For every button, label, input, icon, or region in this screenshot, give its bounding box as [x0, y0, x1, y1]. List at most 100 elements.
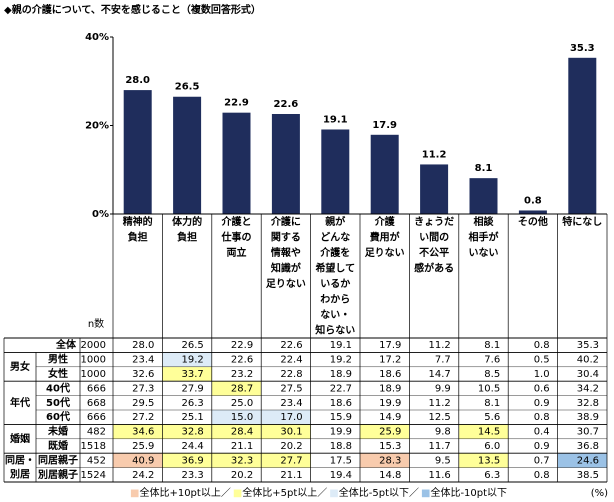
row-label: 50代 — [46, 396, 70, 409]
cell: 18.9 — [330, 369, 352, 380]
cell: 30.7 — [577, 427, 599, 438]
cell: 27.5 — [280, 383, 302, 394]
bar — [469, 178, 498, 214]
cell: 19.2 — [182, 355, 204, 366]
highlight-cell — [458, 424, 509, 439]
bar — [173, 96, 202, 214]
category-label: 体力的負担 — [172, 215, 202, 244]
cell: 24.4 — [182, 441, 204, 452]
highlight-cell — [162, 424, 212, 439]
cell: 30.1 — [280, 427, 302, 438]
chart-title: ◆親の介護について、不安を感じること（複数回答形式） — [4, 3, 261, 16]
n-value: 668 — [87, 398, 106, 409]
highlight-cell — [211, 424, 262, 439]
cell: 28.4 — [231, 427, 253, 438]
cell: 17.9 — [379, 340, 401, 351]
cell: 7.7 — [435, 355, 451, 366]
category-label: 特になし — [562, 215, 602, 228]
cell: 7.6 — [484, 355, 500, 366]
cell: 15.0 — [231, 412, 253, 423]
cell: 28.3 — [379, 455, 401, 466]
highlight-cell — [162, 366, 212, 382]
cell: 38.5 — [577, 470, 599, 481]
cell: 17.2 — [379, 355, 401, 366]
bar — [568, 57, 597, 214]
row-label: 60代 — [46, 410, 70, 423]
row-label: 既婚 — [48, 439, 68, 452]
bar — [271, 113, 300, 214]
cell: 22.8 — [280, 369, 302, 380]
cell: 23.4 — [132, 355, 154, 366]
cell: 0.5 — [534, 355, 550, 366]
cell: 40.9 — [132, 455, 154, 466]
highlight-cell — [360, 424, 410, 439]
cell: 19.9 — [330, 427, 352, 438]
row-label: 男性 — [48, 353, 68, 366]
cell: 1.0 — [534, 369, 550, 380]
value-label: 17.9 — [372, 120, 397, 131]
cell: 22.6 — [231, 355, 253, 366]
cell: 6.0 — [484, 441, 500, 452]
cell: 35.3 — [577, 340, 599, 351]
category-label: 親がどんな介護を希望しているかわからない・知らない — [314, 215, 355, 337]
n-header: n数 — [88, 317, 104, 330]
cell: 33.7 — [182, 369, 204, 380]
cell: 11.2 — [429, 398, 451, 409]
cell: 15.9 — [330, 412, 352, 423]
cell: 32.8 — [577, 398, 599, 409]
value-label: 26.5 — [175, 82, 200, 93]
cell: 19.9 — [379, 398, 401, 409]
highlight-cell — [261, 410, 311, 425]
group-label: 男女 — [10, 360, 30, 373]
cell: 17.5 — [330, 455, 352, 466]
cell: 27.9 — [182, 383, 204, 394]
highlight-cell — [261, 453, 311, 468]
value-label: 0.8 — [524, 195, 542, 206]
y-tick-label: 20% — [85, 121, 109, 132]
cell: 14.9 — [379, 412, 401, 423]
highlight-cell — [162, 453, 212, 468]
cell: 25.9 — [379, 427, 401, 438]
cell: 32.8 — [182, 427, 204, 438]
row-label: 別居親子 — [37, 468, 78, 481]
bar — [370, 134, 399, 214]
value-label: 8.1 — [475, 163, 493, 174]
legend-label: ■全体比+10pt以上／ — [130, 486, 231, 499]
category-label: 介護と仕事の両立 — [221, 215, 252, 259]
row-label: 未婚 — [47, 425, 68, 438]
y-tick-label: 0% — [92, 209, 109, 220]
cell: 0.9 — [534, 441, 550, 452]
cell: 0.8 — [534, 470, 550, 481]
cell: 13.5 — [478, 455, 500, 466]
value-label: 35.3 — [570, 43, 595, 54]
cell: 23.4 — [280, 398, 302, 409]
cell: 17.0 — [280, 412, 302, 423]
highlight-cell — [162, 352, 212, 367]
cell: 18.6 — [379, 369, 401, 380]
row-label: 40代 — [46, 381, 70, 394]
cell: 18.6 — [330, 398, 352, 409]
highlight-cell — [211, 381, 262, 396]
n-value: 1524 — [81, 470, 106, 481]
cell: 32.3 — [231, 455, 253, 466]
group-label: 婚姻 — [10, 432, 30, 445]
cell: 27.3 — [132, 383, 154, 394]
cell: 36.8 — [577, 441, 599, 452]
cell: 40.2 — [577, 355, 599, 366]
cell: 12.5 — [429, 412, 451, 423]
y-tick-label: 40% — [85, 32, 109, 43]
cell: 32.6 — [132, 369, 154, 380]
n-value: 1000 — [81, 369, 106, 380]
cell: 26.3 — [182, 398, 204, 409]
bar — [123, 90, 152, 214]
cell: 19.2 — [330, 355, 352, 366]
cell: 8.1 — [484, 340, 500, 351]
cell: 0.8 — [534, 412, 550, 423]
legend-label: ■全体比-10pt以下 — [421, 486, 507, 499]
cell: 22.4 — [280, 355, 302, 366]
cell: 26.5 — [182, 340, 204, 351]
cell: 25.0 — [231, 398, 253, 409]
category-label: 精神的負担 — [123, 215, 153, 244]
n-value: 482 — [87, 427, 106, 438]
cell: 14.5 — [478, 427, 500, 438]
